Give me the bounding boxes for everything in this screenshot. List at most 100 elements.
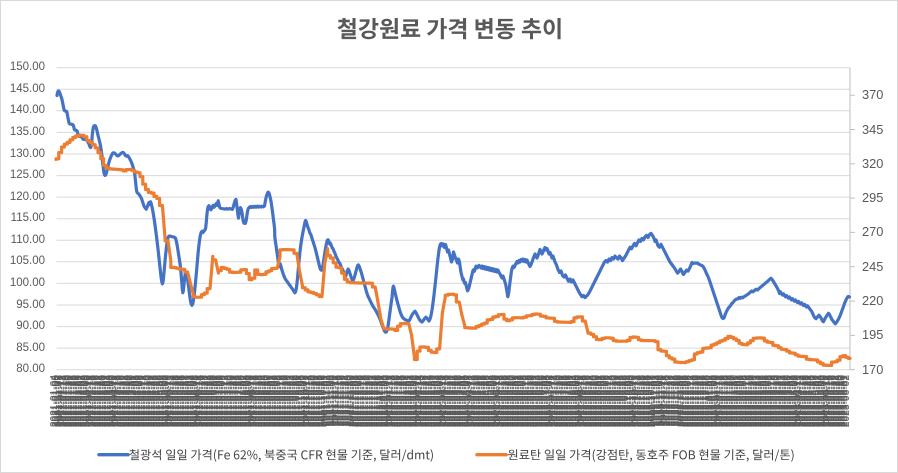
svg-text:2022-07-29: 2022-07-29 [564,375,575,427]
svg-text:2021-07-09: 2021-07-09 [218,375,229,427]
svg-text:2023-04-04: 2023-04-04 [787,375,798,427]
svg-text:2022-09-07: 2022-09-07 [599,375,610,427]
svg-text:2021-09-02: 2021-09-02 [267,375,278,427]
svg-text:2021-10-19: 2021-10-19 [308,375,319,427]
svg-text:2022-07-15: 2022-07-15 [551,375,562,427]
svg-text:2021-11-09: 2021-11-09 [327,375,338,427]
svg-text:2022-03-11: 2022-03-11 [438,375,449,427]
svg-text:2021-12-22: 2021-12-22 [366,375,377,427]
svg-text:2022-05-26: 2022-05-26 [506,375,517,427]
svg-text:2021-03-09: 2021-03-09 [107,375,118,427]
svg-text:2021-05-21: 2021-05-21 [174,375,185,427]
svg-text:2022-01-18: 2022-01-18 [390,375,401,427]
svg-text:2022-06-15: 2022-06-15 [524,375,535,427]
svg-text:2023-04-07: 2023-04-07 [791,375,802,427]
svg-text:2022-05-16: 2022-05-16 [496,375,507,427]
svg-text:2021-08-24: 2021-08-24 [258,375,269,427]
svg-text:2022-10-10: 2022-10-10 [628,375,639,427]
svg-text:2022-11-22: 2022-11-22 [667,375,678,427]
svg-text:2021-06-30: 2021-06-30 [209,375,220,427]
svg-text:2021-12-10: 2021-12-10 [356,375,367,427]
svg-text:2023-05-30: 2023-05-30 [837,375,848,427]
svg-text:2023-01-31: 2023-01-31 [730,375,741,427]
svg-text:2022-09-21: 2022-09-21 [612,375,623,427]
svg-text:2021-11-30: 2021-11-30 [346,375,357,427]
svg-text:2022-01-11: 2022-01-11 [384,375,395,427]
svg-text:2021-10-01: 2021-10-01 [293,375,304,427]
svg-text:2021-05-14: 2021-05-14 [167,375,178,427]
svg-text:2022-07-12: 2022-07-12 [548,375,559,427]
svg-text:2022-01-04: 2022-01-04 [378,375,389,427]
svg-text:2021-03-17: 2021-03-17 [115,375,126,427]
svg-text:2021-01-08: 2021-01-08 [54,375,65,427]
svg-text:2021-01-29: 2021-01-29 [73,375,84,427]
svg-text:2022-05-04: 2022-05-04 [486,375,497,427]
svg-text:2022-09-28: 2022-09-28 [618,375,629,427]
svg-text:2022-04-28: 2022-04-28 [481,375,492,427]
svg-text:2022-10-07: 2022-10-07 [627,375,638,427]
svg-text:2022-11-09: 2022-11-09 [656,375,667,427]
svg-text:2021-04-20: 2021-04-20 [145,375,156,427]
svg-text:2023-03-01: 2023-03-01 [757,375,768,427]
svg-text:2021-09-21: 2021-09-21 [283,375,294,427]
svg-text:2021-08-25: 2021-08-25 [259,375,270,427]
svg-text:2022-11-21: 2022-11-21 [666,375,677,427]
svg-text:2021-05-03: 2021-05-03 [156,375,167,427]
svg-text:2021-11-01: 2021-11-01 [320,375,331,427]
svg-text:2021-09-30: 2021-09-30 [292,375,303,427]
svg-text:2021-04-14: 2021-04-14 [140,375,151,427]
svg-text:2023-05-05: 2023-05-05 [816,375,827,427]
svg-text:2022-06-02: 2022-06-02 [512,375,523,427]
svg-text:2023-04-10: 2023-04-10 [792,375,803,427]
svg-text:2021-06-04: 2021-06-04 [186,375,197,427]
svg-text:2021-03-02: 2021-03-02 [101,375,112,427]
svg-text:2023-03-30: 2023-03-30 [783,375,794,427]
svg-text:2022-03-31: 2022-03-31 [456,375,467,427]
svg-text:2022-12-22: 2022-12-22 [695,375,706,427]
svg-text:2022-07-19: 2022-07-19 [554,375,565,427]
svg-text:2022-07-01: 2022-07-01 [539,375,550,427]
svg-text:2022-06-10: 2022-06-10 [520,375,531,427]
svg-text:2021-07-15: 2021-07-15 [223,375,234,427]
svg-text:2021-08-27: 2021-08-27 [262,375,273,427]
svg-text:2021-02-25: 2021-02-25 [97,375,108,427]
svg-text:2021-03-05: 2021-03-05 [104,375,115,427]
svg-text:2022-08-02: 2022-08-02 [567,375,578,427]
svg-text:2021-09-03: 2021-09-03 [268,375,279,427]
svg-text:2022-04-25: 2022-04-25 [477,375,488,427]
svg-text:2022-04-15: 2022-04-15 [470,375,481,427]
svg-text:2022-06-30: 2022-06-30 [538,375,549,427]
svg-text:2021-01-27: 2021-01-27 [70,375,81,427]
svg-text:2022-05-02: 2022-05-02 [483,375,494,427]
svg-text:2021-12-08: 2021-12-08 [354,375,365,427]
svg-text:2022-03-02: 2022-03-02 [429,375,440,427]
svg-text:2023-03-14: 2023-03-14 [768,375,779,427]
svg-text:2021-05-31: 2021-05-31 [181,375,192,427]
svg-text:2022-09-14: 2022-09-14 [606,375,617,427]
svg-text:2021-07-06: 2021-07-06 [214,375,225,427]
svg-text:2022-02-14: 2022-02-14 [414,375,425,427]
svg-text:2023-03-23: 2023-03-23 [777,375,788,427]
svg-text:2021-12-24: 2021-12-24 [369,375,380,427]
svg-text:2021-03-16: 2021-03-16 [113,375,124,427]
svg-text:2023-02-24: 2023-02-24 [753,375,764,427]
svg-text:2022-01-27: 2022-01-27 [399,375,410,427]
svg-text:2021-01-22: 2021-01-22 [67,375,78,427]
svg-text:2021-07-14: 2021-07-14 [222,375,233,427]
svg-text:2022-10-26: 2022-10-26 [643,375,654,427]
svg-text:2022-04-19: 2022-04-19 [472,375,483,427]
svg-text:2022-11-10: 2022-11-10 [657,375,668,427]
svg-text:2022-04-20: 2022-04-20 [473,375,484,427]
svg-text:2022-08-12: 2022-08-12 [577,375,588,427]
svg-text:2023-03-29: 2023-03-29 [782,375,793,427]
svg-text:2022-12-29: 2022-12-29 [701,375,712,427]
svg-text:2022-12-01: 2022-12-01 [676,375,687,427]
svg-text:2021-04-05: 2021-04-05 [131,375,142,427]
svg-text:2021-09-08: 2021-09-08 [272,375,283,427]
svg-text:2021-12-13: 2021-12-13 [358,375,369,427]
svg-text:2021-10-05: 2021-10-05 [296,375,307,427]
svg-text:2021-04-30: 2021-04-30 [155,375,166,427]
svg-text:2021-12-02: 2021-12-02 [349,375,360,427]
svg-text:2022-01-05: 2022-01-05 [379,375,390,427]
svg-text:2022-02-15: 2022-02-15 [415,375,426,427]
